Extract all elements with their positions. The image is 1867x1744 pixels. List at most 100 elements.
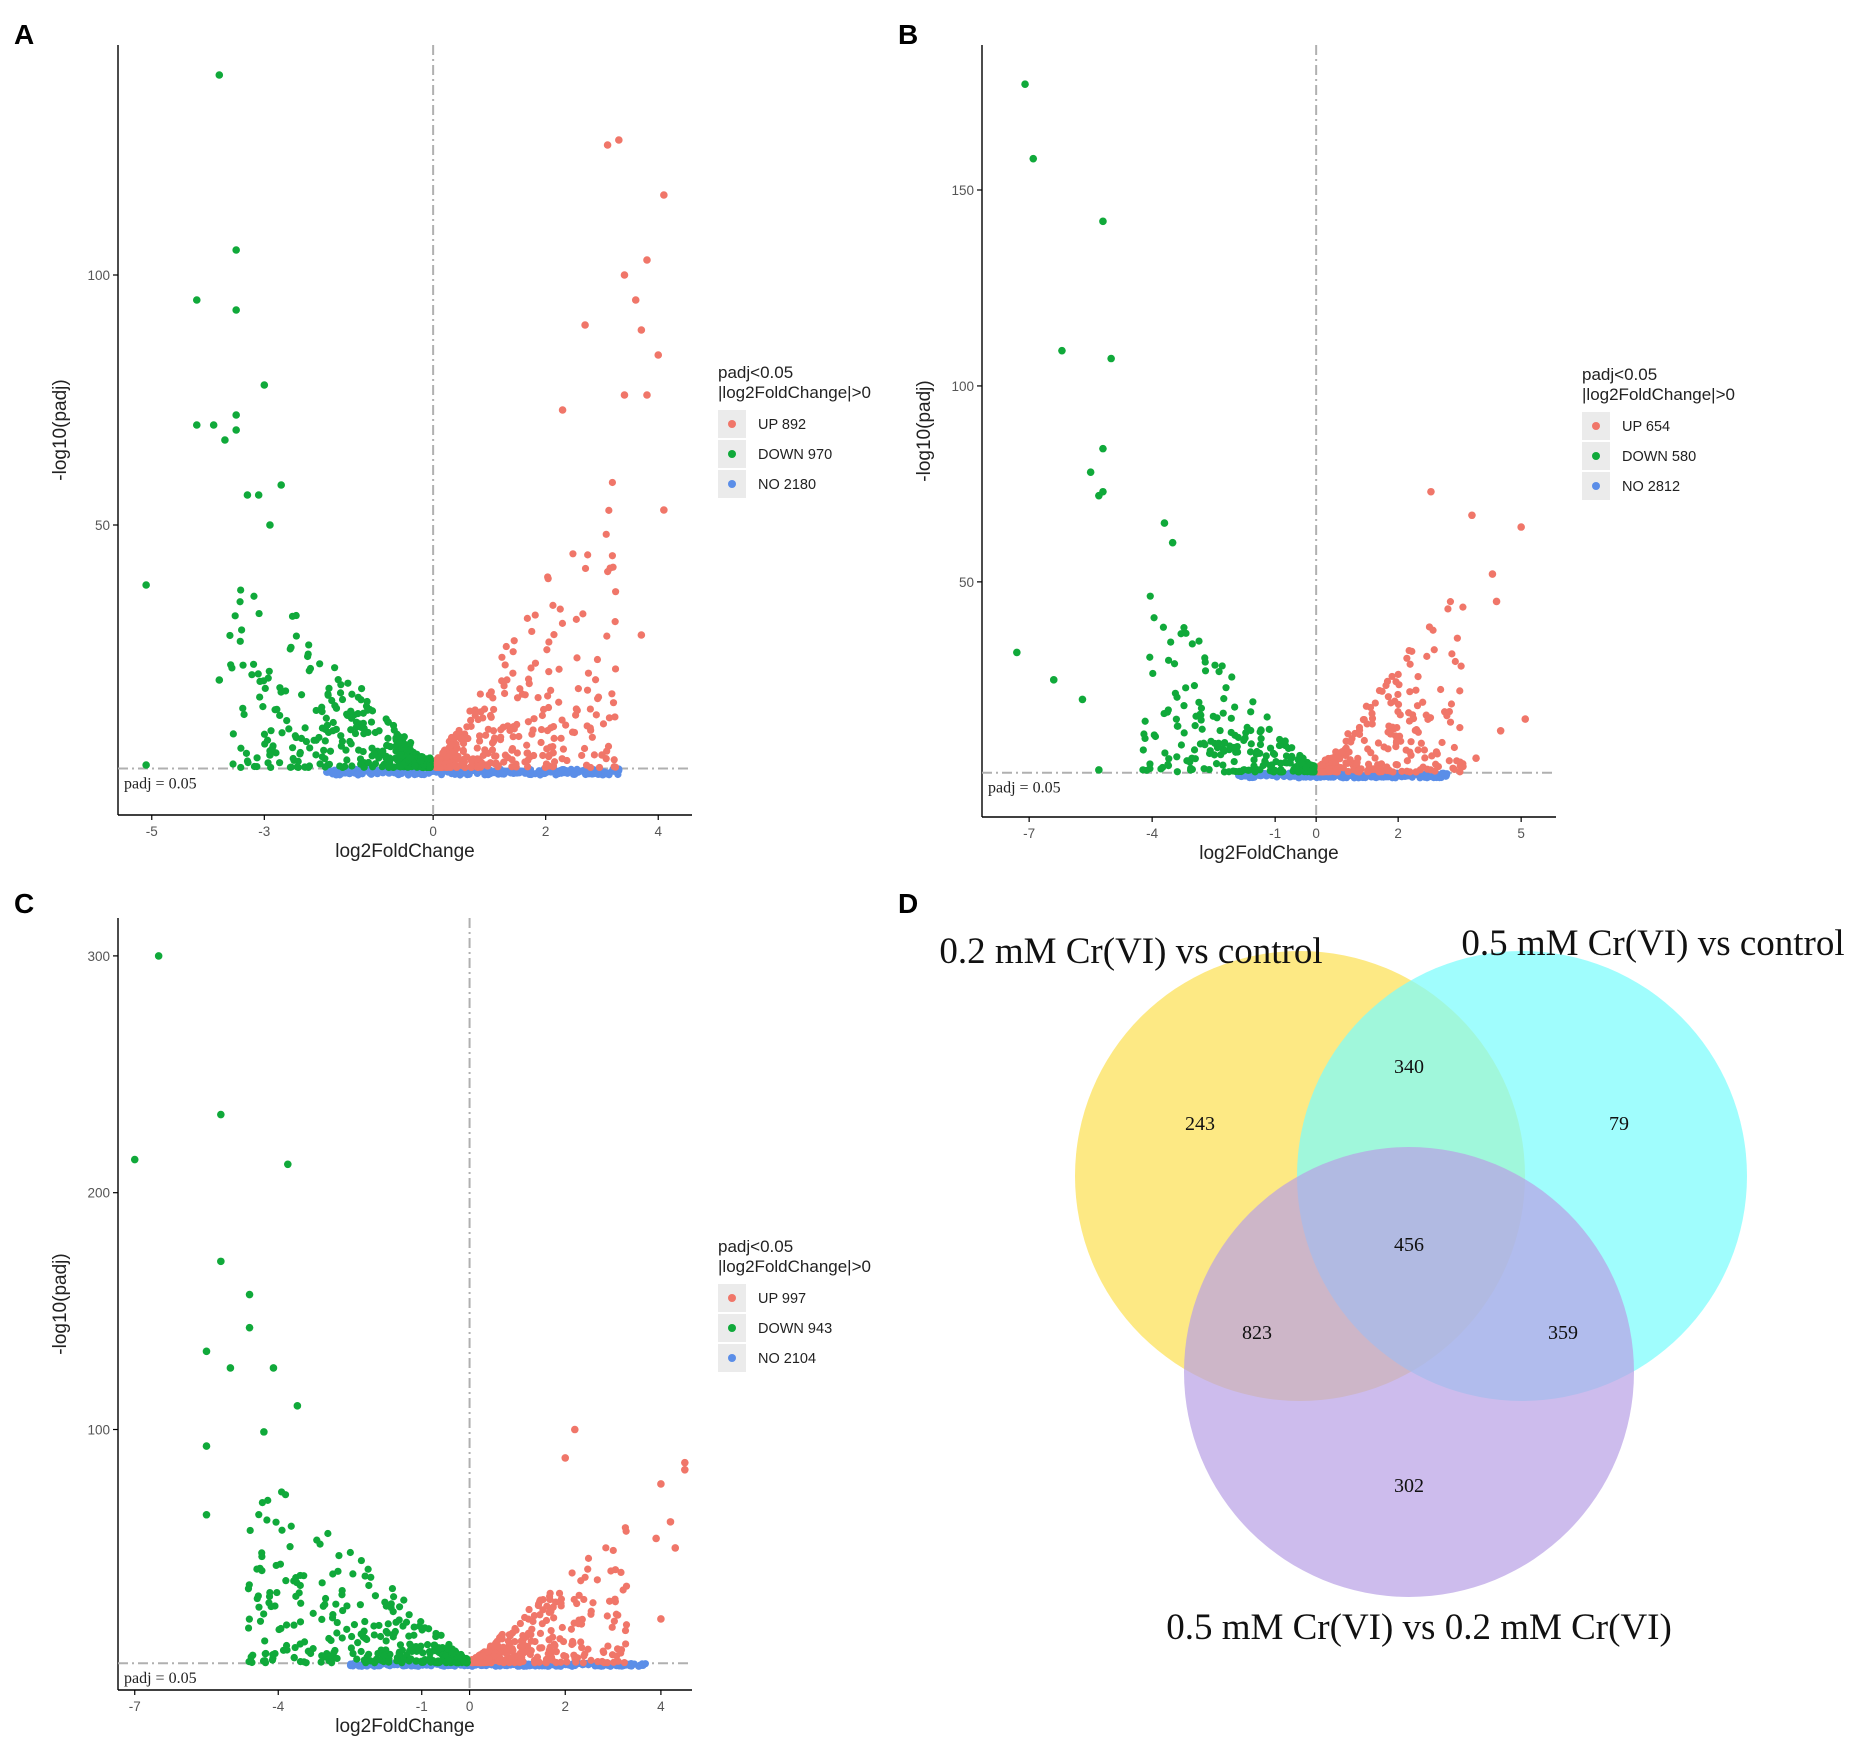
point-up xyxy=(498,1635,506,1643)
point-down xyxy=(1161,749,1169,757)
point-down xyxy=(296,1581,304,1590)
point-down xyxy=(412,1657,420,1665)
point-down xyxy=(264,674,272,682)
venn-circle-05-vs-02 xyxy=(1184,1147,1634,1597)
point-up xyxy=(580,744,589,753)
x-tick-label: 2 xyxy=(1394,826,1402,841)
point-up-outlier xyxy=(681,1465,689,1474)
point-no xyxy=(489,769,497,777)
point-up xyxy=(546,1643,554,1651)
point-no xyxy=(626,1662,634,1670)
point-up xyxy=(1388,672,1396,681)
point-up xyxy=(1413,702,1422,710)
point-up xyxy=(604,1642,612,1650)
point-down xyxy=(1250,756,1258,764)
point-down xyxy=(1141,734,1149,743)
point-up xyxy=(529,726,537,734)
point-down xyxy=(353,1655,361,1663)
x-tick-label: -7 xyxy=(1023,826,1035,841)
point-down-outlier xyxy=(1099,217,1107,226)
point-down-outlier xyxy=(245,1290,254,1299)
point-no xyxy=(511,768,519,777)
point-up xyxy=(546,1595,554,1604)
point-up xyxy=(619,1586,627,1594)
point-down xyxy=(333,1618,341,1627)
point-up xyxy=(549,1633,557,1641)
point-up xyxy=(523,741,531,749)
legend-swatch xyxy=(1592,422,1600,430)
point-up xyxy=(513,749,521,757)
point-up xyxy=(1384,745,1392,753)
point-up xyxy=(1397,737,1405,745)
point-down xyxy=(255,1603,263,1611)
point-up-outlier xyxy=(671,1544,680,1552)
point-up xyxy=(611,1598,619,1606)
legend-title-line1: padj<0.05 xyxy=(1582,365,1657,384)
point-up xyxy=(476,690,484,698)
point-up xyxy=(1387,699,1395,707)
point-down xyxy=(325,760,334,768)
point-down xyxy=(1149,669,1157,678)
point-up xyxy=(1407,738,1415,746)
x-axis-title: log2FoldChange xyxy=(335,841,474,862)
point-down xyxy=(344,679,352,687)
point-down xyxy=(343,756,351,764)
point-up xyxy=(551,1598,560,1606)
point-down xyxy=(295,1589,303,1597)
point-down-outlier xyxy=(192,296,201,304)
point-up xyxy=(1394,707,1402,716)
point-up xyxy=(1371,754,1379,762)
point-down-outlier xyxy=(192,421,201,429)
point-down xyxy=(318,1615,326,1624)
legend-entry-label: DOWN 970 xyxy=(758,447,832,463)
point-down xyxy=(321,1594,330,1603)
point-down xyxy=(325,1634,333,1643)
point-up-outlier xyxy=(637,631,646,639)
point-down xyxy=(1191,755,1199,763)
point-down xyxy=(1242,729,1250,737)
point-down xyxy=(396,1641,405,1649)
point-up xyxy=(544,575,552,583)
point-down xyxy=(1230,757,1238,766)
point-down xyxy=(1164,656,1173,664)
point-down xyxy=(291,732,299,740)
point-down xyxy=(361,1572,369,1580)
point-down xyxy=(363,697,371,706)
point-down xyxy=(393,1657,401,1665)
point-down xyxy=(1219,709,1227,717)
point-up xyxy=(599,720,608,728)
point-up xyxy=(452,730,460,738)
x-tick-label: 0 xyxy=(1312,826,1320,841)
legend-title-line1: padj<0.05 xyxy=(718,1237,793,1256)
point-up xyxy=(575,1591,583,1599)
point-up xyxy=(510,1652,519,1660)
point-up xyxy=(501,661,509,669)
point-down xyxy=(1170,660,1179,668)
point-up xyxy=(584,1554,593,1562)
point-down-outlier xyxy=(202,1347,211,1356)
point-down xyxy=(328,696,336,705)
point-up xyxy=(511,1624,519,1633)
point-up xyxy=(563,756,571,765)
point-up xyxy=(1344,759,1352,767)
point-up xyxy=(1344,767,1352,776)
point-down-outlier xyxy=(232,411,240,419)
point-down-outlier xyxy=(232,426,240,434)
point-down-outlier xyxy=(266,521,274,529)
point-up xyxy=(509,733,517,741)
point-down xyxy=(1146,592,1154,600)
point-up xyxy=(1332,748,1340,756)
point-down xyxy=(426,755,434,763)
point-down xyxy=(1256,740,1265,749)
point-up xyxy=(1450,743,1458,752)
point-no xyxy=(390,769,398,777)
point-up xyxy=(1423,652,1431,660)
point-up xyxy=(537,725,546,734)
volcano-plot-b: -7 -4 -1 0 2 550100150log2FoldChange-log10(pa… xyxy=(914,45,1735,864)
point-down xyxy=(1219,761,1227,769)
point-no xyxy=(563,769,571,777)
point-down xyxy=(378,763,386,771)
point-up xyxy=(1417,739,1425,747)
point-up xyxy=(1326,768,1334,776)
point-up xyxy=(609,699,618,707)
